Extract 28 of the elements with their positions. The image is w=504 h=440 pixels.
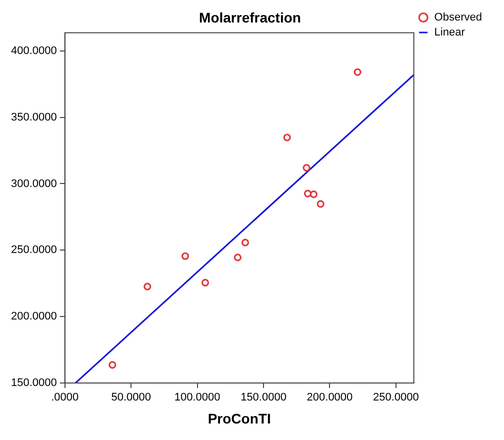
point xyxy=(354,68,362,76)
x-tick-label: 200.0000 xyxy=(306,392,353,404)
point xyxy=(316,200,324,208)
y-tick-label: 350.0000 xyxy=(10,111,57,124)
x-tick-label: 250.0000 xyxy=(372,392,419,404)
legend-label: Linear xyxy=(434,26,466,39)
point xyxy=(241,238,250,246)
point xyxy=(201,278,210,286)
y-tick-label: 150.0000 xyxy=(10,377,57,390)
x-tick-label: .0000 xyxy=(51,392,79,404)
legend-label: Observed xyxy=(434,12,482,24)
point xyxy=(283,134,291,142)
x-tick-label: 100.0000 xyxy=(174,392,220,404)
point xyxy=(302,164,310,172)
x-axis-title: ProConTI xyxy=(208,410,271,426)
point xyxy=(304,190,312,198)
x-tick-label: 150.0000 xyxy=(240,392,286,404)
point xyxy=(144,282,152,290)
y-tick-label: 250.0000 xyxy=(10,244,57,256)
point xyxy=(108,361,116,369)
y-tick-label: 200.0000 xyxy=(10,310,57,323)
point xyxy=(234,254,242,262)
y-tick-label: 400.0000 xyxy=(10,44,57,57)
chart-title: Molarrefraction xyxy=(199,9,301,26)
point xyxy=(181,252,190,260)
y-tick-label: 300.0000 xyxy=(10,178,57,190)
point xyxy=(310,190,318,198)
x-tick-label: 50.0000 xyxy=(111,392,151,404)
